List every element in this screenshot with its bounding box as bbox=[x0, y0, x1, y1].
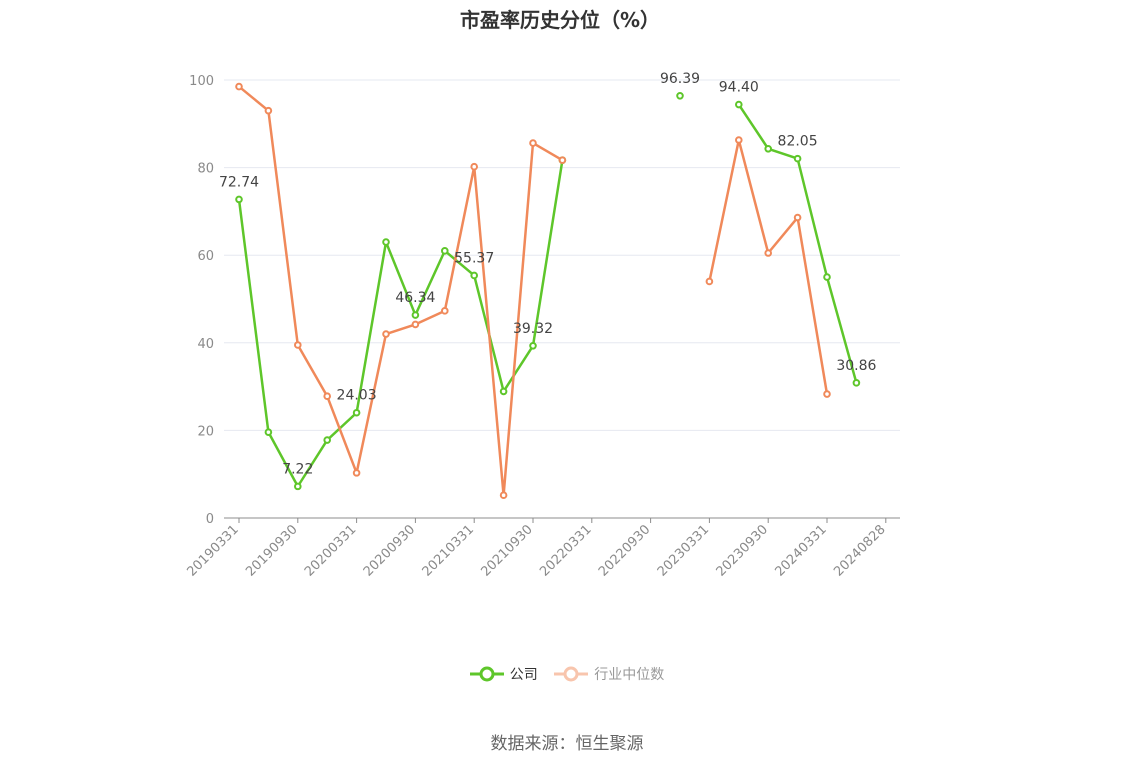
data-label: 94.40 bbox=[719, 80, 759, 96]
legend-label-company: 公司 bbox=[509, 667, 538, 683]
x-tick-label: 20230930 bbox=[714, 522, 771, 579]
legend-marker-company-icon bbox=[469, 666, 504, 682]
chart-title: 市盈率历史分位（%） bbox=[459, 8, 661, 32]
y-tick-label: 40 bbox=[197, 337, 214, 352]
data-point bbox=[558, 156, 567, 164]
data-point bbox=[382, 330, 390, 338]
y-tick-label: 0 bbox=[206, 512, 214, 527]
x-tick-label: 20240331 bbox=[772, 522, 829, 579]
data-point bbox=[852, 379, 861, 387]
x-tick-label: 20190930 bbox=[243, 522, 300, 579]
legend-label-industry-median: 行业中位数 bbox=[594, 667, 665, 683]
series-layer bbox=[235, 82, 861, 500]
data-point bbox=[264, 428, 273, 436]
data-point bbox=[823, 390, 831, 398]
data-point bbox=[823, 273, 831, 281]
series-line-1 bbox=[238, 85, 564, 497]
data-point bbox=[411, 311, 420, 319]
data-point bbox=[235, 195, 243, 204]
series-line-0 bbox=[237, 159, 564, 488]
x-tick-label: 20200930 bbox=[361, 522, 418, 579]
data-point bbox=[735, 100, 743, 109]
data-point bbox=[441, 247, 449, 255]
data-point bbox=[411, 320, 420, 329]
data-point bbox=[235, 82, 243, 91]
data-label: 72.74 bbox=[219, 174, 259, 190]
data-point bbox=[793, 154, 802, 163]
data-point bbox=[382, 238, 390, 246]
data-labels: 72.74 7.22 24.03 46.34 55.37 39.32 96.39 94.40 8… bbox=[219, 71, 877, 478]
data-point bbox=[529, 341, 537, 350]
data-point bbox=[294, 482, 302, 491]
x-tick-label: 20210331 bbox=[420, 522, 477, 579]
data-point bbox=[676, 92, 684, 100]
legend: 公司 行业中位数 bbox=[0, 664, 1134, 686]
legend-item-company[interactable]: 公司 bbox=[469, 664, 538, 684]
x-tick-label: 20220331 bbox=[537, 522, 594, 579]
data-label: 7.22 bbox=[282, 461, 313, 477]
y-tick-label: 100 bbox=[189, 74, 214, 89]
data-point bbox=[323, 392, 332, 401]
data-label: 30.86 bbox=[836, 358, 876, 374]
series-line-1 bbox=[708, 138, 829, 395]
legend-item-industry-median[interactable]: 行业中位数 bbox=[554, 664, 664, 684]
data-label: 55.37 bbox=[454, 250, 494, 266]
data-point bbox=[529, 139, 537, 147]
data-point bbox=[764, 144, 773, 153]
x-tick-label: 20240828 bbox=[831, 522, 888, 579]
data-point bbox=[323, 436, 332, 444]
data-source-note: 数据来源：恒生聚源 bbox=[490, 734, 644, 754]
data-label: 46.34 bbox=[395, 290, 435, 306]
data-point bbox=[264, 106, 273, 115]
data-point bbox=[352, 469, 361, 477]
data-point bbox=[352, 408, 361, 417]
data-label: 24.03 bbox=[337, 388, 377, 404]
x-tick-label: 20200331 bbox=[302, 522, 359, 579]
y-tick-label: 80 bbox=[197, 162, 214, 177]
x-tick-label: 20230331 bbox=[655, 522, 712, 579]
data-point bbox=[499, 491, 508, 500]
legend-marker-industry-median-icon bbox=[554, 666, 589, 682]
data-label: 82.05 bbox=[778, 134, 818, 150]
data-point bbox=[470, 271, 479, 280]
data-point bbox=[499, 387, 508, 396]
y-tick-label: 20 bbox=[197, 424, 214, 439]
series-1 bbox=[235, 82, 831, 500]
x-tick-label: 20220930 bbox=[596, 522, 653, 579]
data-point bbox=[705, 277, 714, 286]
data-point bbox=[294, 341, 302, 349]
x-tick-label: 20210930 bbox=[478, 522, 535, 579]
x-tick-label: 20190331 bbox=[184, 522, 241, 579]
data-point bbox=[793, 213, 802, 222]
data-point bbox=[735, 136, 743, 144]
grid-lines bbox=[224, 79, 900, 431]
data-point bbox=[470, 162, 479, 171]
data-label: 39.32 bbox=[513, 321, 553, 337]
data-point bbox=[764, 249, 773, 257]
y-tick-label: 60 bbox=[197, 249, 214, 264]
data-label: 96.39 bbox=[660, 71, 700, 87]
data-point bbox=[441, 307, 449, 315]
